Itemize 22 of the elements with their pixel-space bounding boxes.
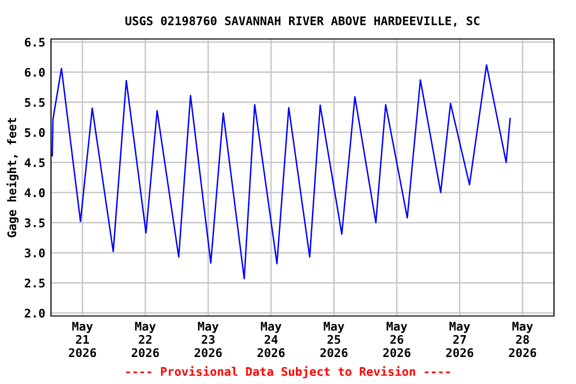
line-series <box>52 64 511 280</box>
x-tick-label: May 25 2026 <box>320 322 348 358</box>
y-tick-label: 5.5 <box>24 98 45 107</box>
y-tick-label: 2.0 <box>24 308 45 318</box>
text: ---- Provisional Data Subject to Revision ---- <box>126 366 450 378</box>
y-tick-label: 4.0 <box>24 188 45 198</box>
y-tick-label: 6.5 <box>24 38 45 47</box>
y-tick-label: 3.5 <box>24 218 45 228</box>
x-tick-label: May 21 2026 <box>68 322 96 358</box>
y-tick-label: 4.5 <box>24 158 45 168</box>
y-tick-label: 6.0 <box>24 68 45 77</box>
x-tick-label: May 24 2026 <box>258 322 285 358</box>
y-tick-label: 2.5 <box>24 278 45 288</box>
y-tick-label: 3.0 <box>24 248 45 258</box>
chart-title: USGS 02198760 SAVANNAH RIVER ABOVE HARDEEVILLE, SC <box>125 16 480 27</box>
x-tick-label: May 22 2026 <box>132 322 159 358</box>
x-tick-label: May 23 2026 <box>194 322 222 358</box>
x-tick-label: May 26 2026 <box>383 322 410 358</box>
x-tick-label: May 28 2026 <box>509 322 536 358</box>
y-axis-title: Gage height, feet <box>6 118 19 238</box>
x-tick-label: May 27 2026 <box>446 322 474 358</box>
y-tick-label: 5.0 <box>24 128 45 137</box>
